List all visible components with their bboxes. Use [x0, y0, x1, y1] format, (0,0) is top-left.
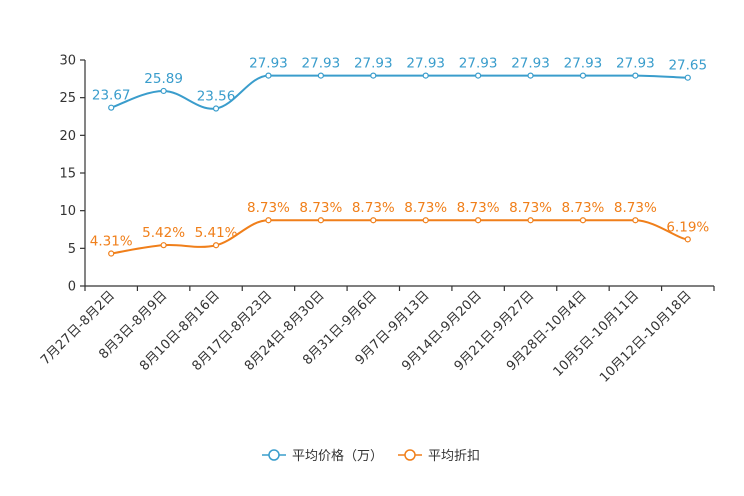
data-label: 8.73%	[352, 200, 395, 216]
y-tick-label: 5	[68, 242, 76, 257]
data-label: 8.73%	[614, 200, 657, 216]
data-point	[370, 217, 377, 224]
data-point	[212, 105, 220, 112]
data-point	[422, 72, 429, 79]
legend-item-2: 平均折扣	[398, 449, 480, 464]
data-point	[370, 72, 377, 79]
data-point	[317, 217, 324, 224]
series-line	[110, 74, 688, 110]
y-tick-label: 10	[59, 204, 76, 219]
y-tick-label: 0	[68, 280, 76, 295]
data-label: 8.73%	[404, 200, 447, 216]
data-label: 23.56	[197, 89, 236, 105]
data-label: 5.41%	[195, 225, 238, 241]
data-point	[160, 87, 167, 95]
data-point	[317, 72, 324, 79]
data-label: 27.93	[406, 56, 445, 72]
data-label: 27.65	[668, 58, 707, 74]
data-point	[684, 74, 691, 81]
data-label: 25.89	[144, 71, 183, 87]
data-point	[265, 217, 272, 224]
data-label: 8.73%	[457, 200, 500, 216]
series-2: 4.31% 5.42% 5.41% 8.73% 8.73% 8.73% 8.73% 8.73%…	[90, 200, 709, 257]
series-1: 23.67 25.89 23.56 27.93 27.93 27.93 27.93 27.93…	[92, 56, 707, 112]
data-label: 5.42%	[142, 225, 185, 241]
data-label: 6.19%	[666, 219, 709, 235]
data-label: 8.73%	[247, 200, 290, 216]
data-point	[579, 217, 587, 224]
data-label: 23.67	[92, 88, 131, 104]
data-point	[579, 72, 587, 79]
data-label: 8.73%	[299, 200, 342, 216]
data-point	[684, 236, 691, 243]
data-point	[108, 250, 115, 257]
data-point	[632, 217, 639, 224]
x-tick-label: 10月12日-10月18日	[597, 288, 694, 385]
y-tick-label: 30	[59, 54, 76, 69]
data-label: 27.93	[511, 56, 550, 72]
data-point	[422, 217, 429, 224]
data-point	[108, 104, 115, 111]
x-axis: 7月27日-8月2日8月3日-8月9日8月10日-8月16日8月17日-8月23…	[38, 285, 715, 386]
legend-label: 平均折扣	[428, 449, 480, 464]
data-point	[475, 72, 482, 79]
data-label: 27.93	[564, 56, 603, 72]
legend: 平均价格（万） 平均折扣	[262, 448, 480, 464]
y-tick-label: 25	[59, 91, 76, 106]
data-label: 8.73%	[509, 200, 552, 216]
data-label: 8.73%	[562, 200, 605, 216]
y-tick-label: 15	[59, 167, 76, 182]
data-point	[160, 242, 167, 249]
data-label: 27.93	[302, 56, 341, 72]
data-point	[527, 217, 534, 224]
data-point	[475, 217, 482, 224]
data-label: 4.31%	[90, 234, 133, 250]
data-label: 27.93	[616, 56, 655, 72]
data-label: 27.93	[459, 56, 498, 72]
data-label: 27.93	[354, 56, 393, 72]
series-layer: 23.67 25.89 23.56 27.93 27.93 27.93 27.93 27.93…	[90, 56, 709, 257]
legend-marker	[404, 449, 416, 461]
legend-item-1: 平均价格（万）	[262, 448, 383, 464]
legend-marker	[268, 449, 280, 461]
y-tick-label: 20	[59, 129, 76, 144]
legend-label: 平均价格（万）	[292, 448, 383, 464]
data-point	[212, 242, 220, 249]
data-label: 27.93	[249, 56, 288, 72]
data-point	[632, 72, 639, 79]
series-line	[111, 219, 688, 255]
data-point	[527, 72, 534, 79]
data-point	[265, 72, 272, 79]
y-axis: 0 5 10 15 20 25 30	[59, 54, 86, 295]
